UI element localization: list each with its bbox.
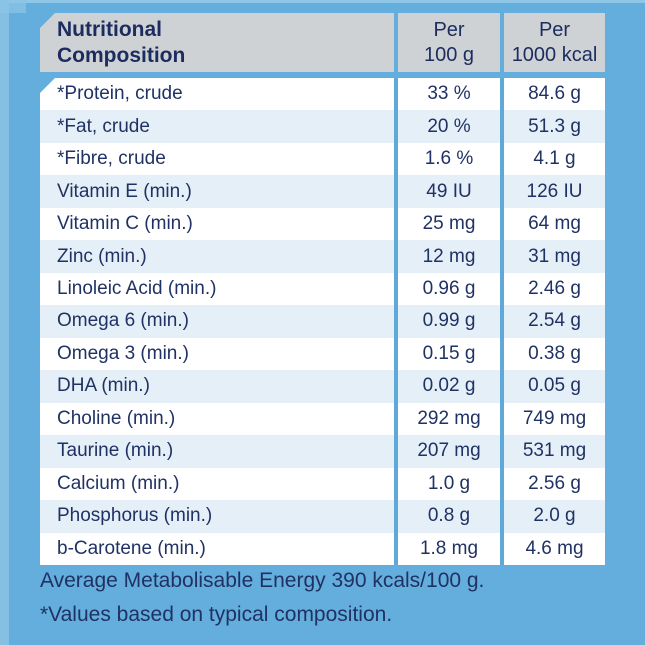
table-body: *Protein, crude 33 % 84.6 g *Fat, crude 20 %… — [40, 78, 605, 565]
row-label: *Protein, crude — [40, 78, 394, 111]
row-value-per-100g: 1.0 g — [398, 467, 500, 501]
row-label: Zinc (min.) — [40, 240, 394, 273]
header-per100-line1: Per — [433, 18, 465, 41]
header-title-line1: Nutritional — [57, 17, 162, 41]
row-value-per-1000kcal: 51.3 g — [504, 110, 605, 143]
row-value-per-100g: 207 mg — [398, 435, 500, 468]
header-cell-composition: Nutritional Composition — [40, 13, 394, 72]
row-label: Calcium (min.) — [40, 467, 394, 501]
row-label: DHA (min.) — [40, 370, 394, 403]
header-cell-per-1000kcal: Per 1000 kcal — [504, 13, 605, 72]
row-value-per-1000kcal: 64 mg — [504, 207, 605, 241]
header-per100-line2: 100 g — [423, 43, 475, 66]
footer-energy-note: Average Metabolisable Energy 390 kcals/1… — [40, 569, 485, 592]
row-value-per-1000kcal: 126 IU — [504, 175, 605, 208]
row-value-per-1000kcal: 0.38 g — [504, 337, 605, 371]
header-per1000-line2: 1000 kcal — [511, 43, 598, 66]
row-value-per-1000kcal: 2.56 g — [504, 467, 605, 501]
row-value-per-1000kcal: 2.54 g — [504, 305, 605, 338]
table-header: Nutritional Composition Per 100 g Per 10… — [40, 13, 605, 72]
row-label: Vitamin C (min.) — [40, 207, 394, 241]
row-value-per-100g: 20 % — [398, 110, 500, 143]
row-label: Taurine (min.) — [40, 435, 394, 468]
row-label: Omega 3 (min.) — [40, 337, 394, 371]
row-value-per-100g: 0.96 g — [398, 272, 500, 306]
footer-notes: Average Metabolisable Energy 390 kcals/1… — [40, 570, 484, 638]
row-value-per-1000kcal: 4.6 mg — [504, 532, 605, 565]
row-label: Choline (min.) — [40, 402, 394, 436]
row-label: Linoleic Acid (min.) — [40, 272, 394, 306]
row-value-per-100g: 0.02 g — [398, 370, 500, 403]
row-value-per-1000kcal: 2.0 g — [504, 500, 605, 533]
row-value-per-1000kcal: 531 mg — [504, 435, 605, 468]
row-value-per-100g: 25 mg — [398, 207, 500, 241]
header-title-line2: Composition — [57, 43, 186, 67]
footer-values-note: *Values based on typical composition. — [40, 603, 393, 626]
row-value-per-1000kcal: 749 mg — [504, 402, 605, 436]
row-value-per-1000kcal: 31 mg — [504, 240, 605, 273]
background-corner-highlight — [0, 0, 26, 13]
row-label: Phosphorus (min.) — [40, 500, 394, 533]
header-per1000-line1: Per — [538, 18, 571, 41]
row-value-per-100g: 33 % — [398, 78, 500, 111]
background-top-highlight — [0, 0, 645, 3]
row-label: Omega 6 (min.) — [40, 305, 394, 338]
row-value-per-100g: 292 mg — [398, 402, 500, 436]
row-value-per-1000kcal: 2.46 g — [504, 272, 605, 306]
row-value-per-100g: 1.6 % — [398, 142, 500, 176]
row-label: b-Carotene (min.) — [40, 532, 394, 565]
background-left-highlight — [0, 0, 9, 645]
row-value-per-100g: 0.99 g — [398, 305, 500, 338]
row-value-per-100g: 12 mg — [398, 240, 500, 273]
row-label: *Fat, crude — [40, 110, 394, 143]
row-value-per-1000kcal: 4.1 g — [504, 142, 605, 176]
row-label: Vitamin E (min.) — [40, 175, 394, 208]
row-value-per-100g: 1.8 mg — [398, 532, 500, 565]
row-value-per-100g: 0.15 g — [398, 337, 500, 371]
row-value-per-1000kcal: 84.6 g — [504, 78, 605, 111]
row-value-per-100g: 49 IU — [398, 175, 500, 208]
row-value-per-1000kcal: 0.05 g — [504, 370, 605, 403]
header-cell-per-100g: Per 100 g — [398, 13, 500, 72]
row-value-per-100g: 0.8 g — [398, 500, 500, 533]
row-label: *Fibre, crude — [40, 142, 394, 176]
